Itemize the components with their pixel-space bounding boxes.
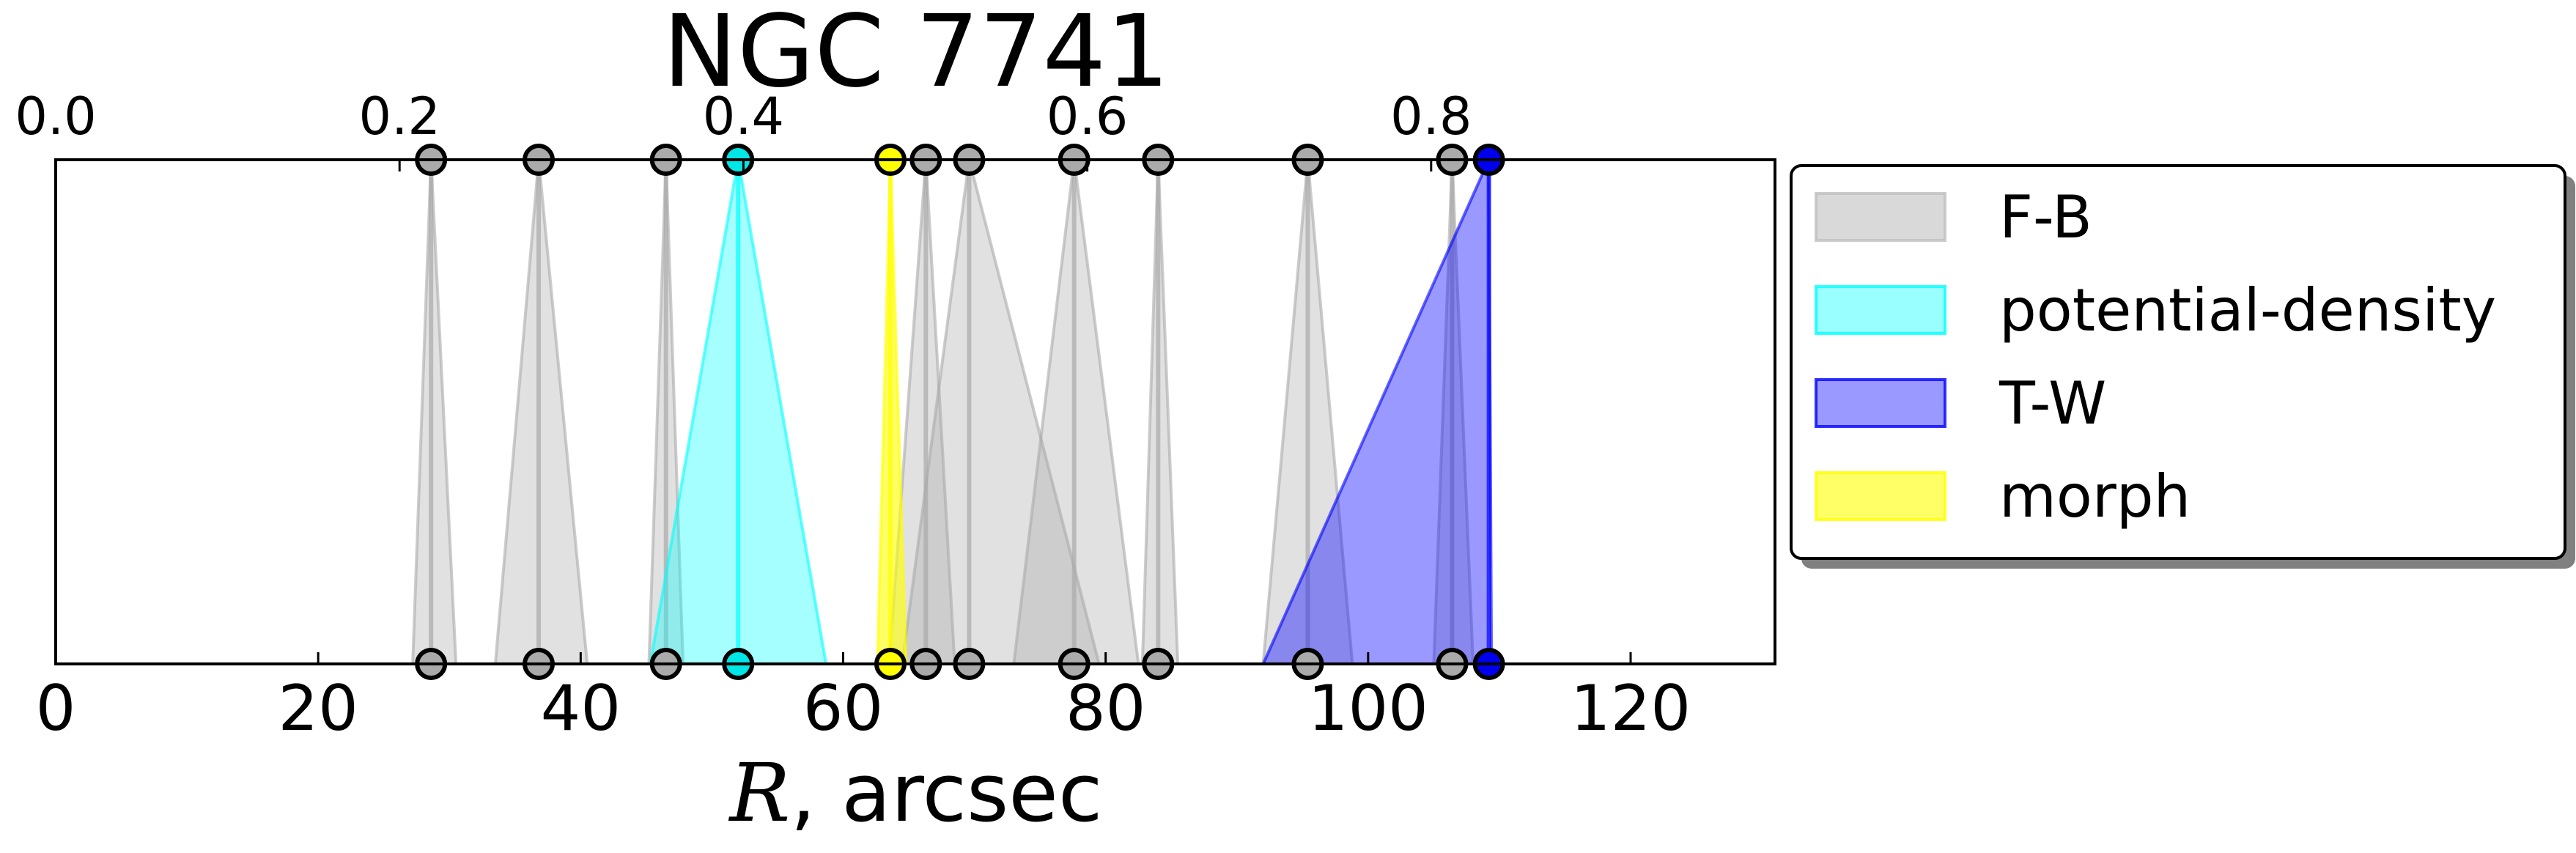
- legend-label-2: T-W: [1999, 369, 2106, 437]
- bottom-tick-label-2: 40: [541, 672, 621, 745]
- top-tick-label-3: 0.6: [1047, 86, 1128, 147]
- bottom-tick-label-4: 80: [1066, 672, 1145, 745]
- legend: F-B potential-density T-W morph: [1790, 164, 2575, 569]
- top-tick-label-0: 0.0: [15, 86, 96, 147]
- legend-label-1: potential-density: [1999, 276, 2496, 344]
- F-B-range-1: [493, 159, 589, 665]
- bottom-tick-label-3: 60: [803, 672, 883, 745]
- bottom-axis: 0 20 40 60 80 100 120: [36, 652, 1691, 745]
- bottom-tick-label-6: 120: [1571, 672, 1691, 745]
- legend-swatch-3: [1815, 471, 1946, 521]
- x-axis-label: R, arcsec: [728, 746, 1103, 840]
- top-tick-label-2: 0.4: [703, 86, 784, 147]
- F-B-range-0: [411, 159, 458, 665]
- x-axis-label-symbol: R: [728, 746, 791, 840]
- legend-label-3: morph: [1999, 462, 2191, 531]
- range-glyphs: [411, 159, 1494, 665]
- plot-frame: [54, 158, 1776, 665]
- legend-swatch-0: [1815, 192, 1946, 242]
- bottom-tick-label-1: 20: [278, 672, 358, 745]
- legend-swatch-2: [1815, 378, 1946, 428]
- x-axis-label-unit: , arcsec: [790, 746, 1102, 840]
- top-axis: 0.0 0.2 0.4 0.6 0.8: [15, 86, 1472, 171]
- bottom-tick-label-5: 100: [1308, 672, 1428, 745]
- chart-title: NGC 7741: [663, 0, 1169, 110]
- legend-swatch-1: [1815, 285, 1946, 335]
- top-tick-label-4: 0.8: [1390, 86, 1472, 147]
- legend-label-0: F-B: [1999, 183, 2092, 251]
- bottom-tick-label-0: 0: [36, 672, 76, 745]
- legend-box: [1790, 164, 2566, 560]
- top-tick-label-1: 0.2: [359, 86, 440, 147]
